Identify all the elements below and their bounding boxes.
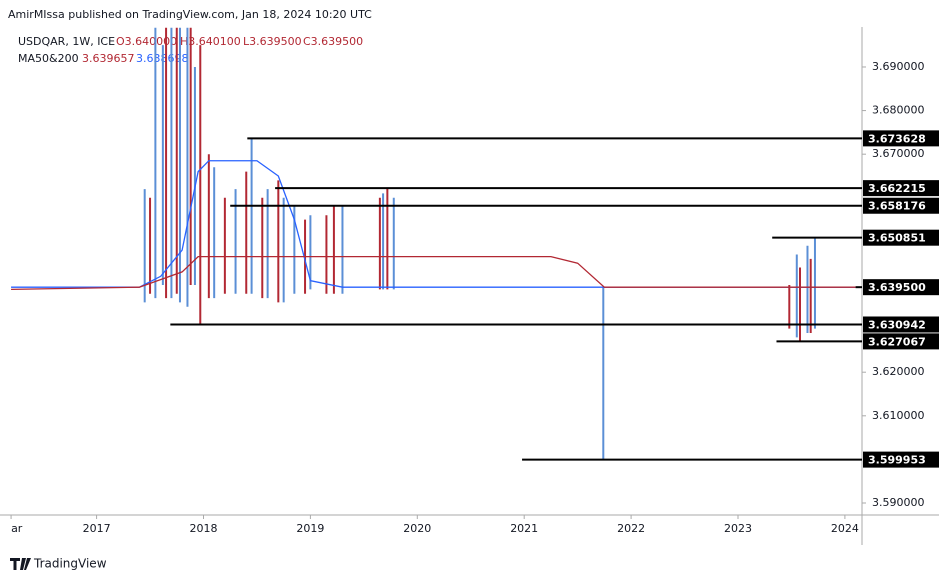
x-tick-label: 2017 — [83, 522, 111, 535]
ohlc-high: H3.640100 — [180, 35, 241, 48]
moving-average — [11, 160, 856, 288]
y-tick-label: 3.620000 — [872, 365, 925, 378]
symbol: USDQAR, 1W, ICE — [18, 35, 115, 48]
level-label-box — [863, 316, 939, 333]
x-tick-label: 2021 — [510, 522, 538, 535]
y-tick-label: 3.670000 — [872, 147, 925, 160]
level-label-box — [863, 451, 939, 468]
ohlc-open: O3.640000 — [116, 35, 177, 48]
y-tick-label: 3.610000 — [872, 409, 925, 422]
ma-name: MA50&200 — [18, 52, 79, 65]
x-tick-label: ar — [11, 522, 23, 535]
level-label-box — [863, 130, 939, 147]
level-label-box — [863, 180, 939, 197]
x-tick-label: 2022 — [617, 522, 645, 535]
level-label: 3.627067 — [868, 335, 926, 348]
brand-logo — [10, 558, 31, 570]
level-label: 3.650851 — [868, 232, 926, 245]
y-tick-label: 3.590000 — [872, 496, 925, 509]
level-label: 3.630942 — [868, 318, 926, 331]
y-tick-label: 3.690000 — [872, 60, 925, 73]
ohlc-low: L3.639500 — [243, 35, 302, 48]
x-tick-label: 2020 — [403, 522, 431, 535]
level-label: 3.662215 — [868, 182, 926, 195]
level-label-box — [863, 197, 939, 214]
published-line: AmirMIssa published on TradingView.com, … — [8, 8, 372, 21]
level-label: 3.639500 — [868, 281, 926, 294]
y-tick-label: 3.680000 — [872, 104, 925, 117]
x-tick-label: 2018 — [189, 522, 217, 535]
ohlc-close: C3.639500 — [303, 35, 363, 48]
level-label-box — [863, 333, 939, 350]
level-label: 3.673628 — [868, 132, 926, 145]
x-tick-label: 2024 — [831, 522, 859, 535]
level-label: 3.658176 — [868, 200, 926, 213]
ma50-value: 3.639657 — [82, 52, 135, 65]
x-tick-label: 2019 — [296, 522, 324, 535]
moving-average — [11, 256, 856, 291]
level-label-box — [863, 279, 939, 296]
brand: TradingView — [33, 557, 107, 571]
x-tick-label: 2023 — [724, 522, 752, 535]
level-label-box — [863, 229, 939, 246]
level-label: 3.599953 — [868, 454, 926, 467]
